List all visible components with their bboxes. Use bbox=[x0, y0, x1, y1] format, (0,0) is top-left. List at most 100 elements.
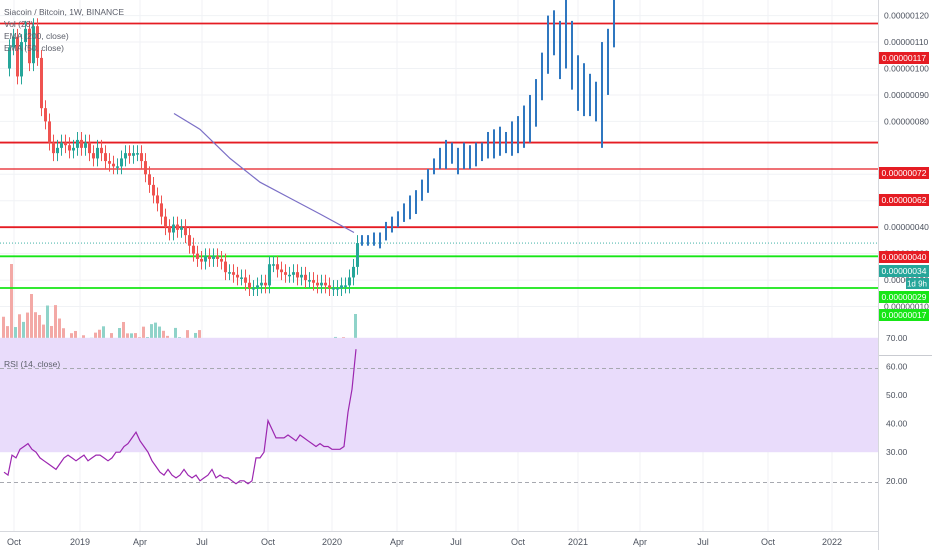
candle-body bbox=[356, 243, 359, 267]
volume-bar bbox=[22, 321, 25, 349]
volume-bar bbox=[18, 314, 21, 349]
candle-body bbox=[84, 142, 87, 148]
candle-body bbox=[272, 264, 275, 266]
time-axis[interactable]: Oct 2019 Apr Jul Oct 2020 Apr Jul Oct 2021 Apr Jul O… bbox=[7, 537, 842, 547]
price-tick-label: 0.00000080 bbox=[884, 116, 929, 126]
legend-ema50: EMA (50, close) bbox=[4, 43, 64, 53]
candle-body bbox=[20, 42, 23, 77]
volume-bar bbox=[34, 312, 37, 349]
candle-body bbox=[292, 272, 295, 275]
ema-200-line bbox=[173, 112, 355, 234]
price-axis[interactable]: 0.000001300.000001200.000001100.00000100… bbox=[884, 0, 929, 312]
price-tick-label: 0.00000110 bbox=[884, 37, 929, 47]
badge-res-40 bbox=[879, 251, 929, 263]
candle-body bbox=[324, 282, 327, 286]
candle-body bbox=[188, 235, 191, 246]
candle-body bbox=[268, 264, 271, 286]
volume-bar bbox=[38, 314, 41, 349]
legend-volume: Vol (20) bbox=[4, 19, 33, 29]
badge-sup-29 bbox=[879, 291, 929, 303]
candle-body bbox=[88, 142, 91, 154]
candle-body bbox=[40, 57, 43, 109]
candle-body bbox=[124, 153, 127, 159]
candles bbox=[8, 18, 359, 296]
candle-body bbox=[120, 158, 123, 167]
legend-ema200: EMA (200, close) bbox=[4, 31, 69, 41]
date-tick-label: 2019 bbox=[70, 537, 90, 547]
candle-body bbox=[232, 272, 235, 275]
volume-bar bbox=[154, 322, 157, 349]
candle-body bbox=[24, 28, 27, 43]
volume-bar bbox=[58, 318, 61, 349]
date-tick-label: Jul bbox=[697, 537, 709, 547]
candle-body bbox=[340, 285, 343, 289]
candle-body bbox=[76, 139, 79, 148]
projection-bars bbox=[361, 0, 615, 249]
price-levels bbox=[0, 22, 878, 289]
volume-bar bbox=[26, 312, 29, 349]
volume-bar bbox=[50, 325, 53, 349]
price-tick-label: 0.00000010 bbox=[884, 302, 929, 312]
volume-bar bbox=[46, 305, 49, 349]
date-tick-label: Oct bbox=[511, 537, 526, 547]
candle-body bbox=[64, 142, 67, 146]
price-tick-label: 0.00000040 bbox=[884, 222, 929, 232]
badge-res-72-text: 0.00000072 bbox=[882, 168, 927, 178]
rsi-axis[interactable]: 70.00 60.00 50.00 40.00 30.00 20.00 bbox=[886, 333, 908, 486]
candle-body bbox=[148, 174, 151, 185]
candle-body bbox=[348, 277, 351, 286]
candle-body bbox=[68, 145, 71, 151]
candle-body bbox=[16, 36, 19, 77]
chart-legend[interactable]: Siacoin / Bitcoin, 1W, BINANCE Vol (20) … bbox=[4, 7, 124, 369]
candle-body bbox=[200, 258, 203, 262]
candle-body bbox=[312, 280, 315, 283]
candle-body bbox=[12, 36, 15, 48]
date-tick-label: Apr bbox=[390, 537, 404, 547]
ema-line bbox=[173, 112, 355, 234]
candle-body bbox=[128, 153, 131, 156]
candle-body bbox=[32, 26, 35, 64]
candle-body bbox=[264, 282, 267, 286]
candle-body bbox=[236, 274, 239, 278]
candle-body bbox=[56, 147, 59, 154]
badge-sup-17-text: 0.00000017 bbox=[882, 310, 927, 320]
legend-symbol: Siacoin / Bitcoin, 1W, BINANCE bbox=[4, 7, 124, 17]
volume-bar bbox=[54, 305, 57, 349]
candle-body bbox=[308, 280, 311, 282]
date-tick-label: Jul bbox=[450, 537, 462, 547]
badge-res-72 bbox=[879, 167, 929, 179]
candle-body bbox=[224, 261, 227, 273]
candle-body bbox=[180, 227, 183, 230]
candle-body bbox=[352, 266, 355, 278]
candle-body bbox=[304, 274, 307, 281]
candle-body bbox=[328, 285, 331, 289]
candle-body bbox=[8, 47, 11, 69]
rsi-tick-label: 30.00 bbox=[886, 447, 908, 457]
candle-body bbox=[36, 26, 39, 58]
candle-body bbox=[48, 121, 51, 143]
candle-body bbox=[44, 108, 47, 122]
candle-body bbox=[344, 285, 347, 287]
volume-bar bbox=[10, 264, 13, 349]
volume-bar bbox=[42, 324, 45, 349]
candle-body bbox=[136, 153, 139, 155]
candle-body bbox=[256, 285, 259, 289]
volume-bar bbox=[6, 326, 9, 349]
volume-bar bbox=[354, 314, 357, 349]
date-tick-label: Oct bbox=[261, 537, 276, 547]
candle-body bbox=[160, 203, 163, 217]
candle-body bbox=[176, 224, 179, 230]
candle-body bbox=[336, 288, 339, 290]
candle-body bbox=[72, 147, 75, 151]
candle-body bbox=[296, 272, 299, 278]
candle-body bbox=[248, 282, 251, 289]
candle-body bbox=[192, 245, 195, 254]
candle-body bbox=[244, 277, 247, 283]
rsi-tick-label: 20.00 bbox=[886, 476, 908, 486]
price-tick-label: 0.00000120 bbox=[884, 11, 929, 21]
date-tick-label: Apr bbox=[133, 537, 147, 547]
candle-body bbox=[332, 288, 335, 290]
candle-body bbox=[96, 147, 99, 159]
badge-countdown-text: 1d 9h bbox=[907, 280, 927, 289]
